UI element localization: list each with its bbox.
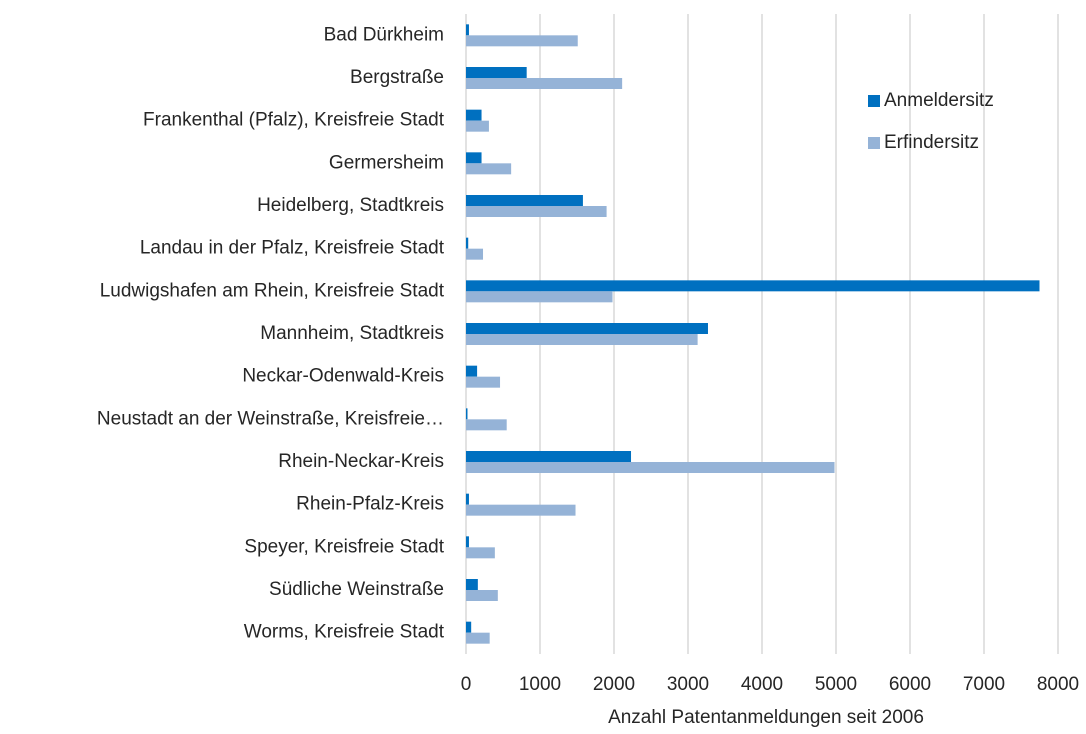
y-tick-label: Germersheim — [329, 152, 444, 173]
y-tick-label: Ludwigshafen am Rhein, Kreisfreie Stadt — [100, 280, 445, 301]
bar — [466, 408, 468, 420]
x-tick-label: 8000 — [1037, 674, 1079, 695]
y-tick-label: Rhein-Neckar-Kreis — [278, 451, 444, 472]
bar — [466, 152, 482, 164]
bar — [466, 35, 578, 47]
x-tick-label: 0 — [461, 674, 472, 695]
y-tick-label: Worms, Kreisfreie Stadt — [244, 622, 445, 643]
y-tick-label: Speyer, Kreisfreie Stadt — [244, 536, 444, 557]
x-tick-label: 6000 — [889, 674, 931, 695]
bar — [466, 493, 469, 505]
bar — [466, 280, 1040, 292]
bar — [466, 334, 698, 345]
y-tick-label: Bad Dürkheim — [324, 24, 444, 45]
bar — [466, 109, 482, 121]
x-axis-title: Anzahl Patentanmeldungen seit 2006 — [608, 707, 924, 728]
bar — [466, 291, 613, 303]
legend-label: Anmeldersitz — [884, 90, 994, 111]
bar — [466, 504, 576, 516]
y-tick-label: Rhein-Pfalz-Kreis — [296, 494, 444, 515]
bar — [466, 323, 708, 334]
bar — [466, 365, 478, 377]
bar — [466, 547, 495, 559]
y-tick-label: Neckar-Odenwald-Kreis — [242, 366, 444, 387]
bar — [466, 206, 607, 217]
y-tick-label: Heidelberg, Stadtkreis — [257, 195, 444, 216]
x-tick-label: 7000 — [963, 674, 1005, 695]
bar — [466, 237, 469, 249]
bar — [466, 536, 469, 548]
x-tick-label: 1000 — [519, 674, 561, 695]
bar — [466, 248, 484, 260]
bar — [466, 621, 472, 633]
bar — [466, 579, 478, 590]
bar — [466, 120, 489, 132]
bar — [466, 590, 498, 601]
bar — [466, 24, 469, 36]
y-tick-label: Neustadt an der Weinstraße, Kreisfreie… — [97, 408, 444, 429]
y-tick-label: Südliche Weinstraße — [269, 579, 444, 600]
x-tick-label: 4000 — [741, 674, 783, 695]
bar — [466, 419, 507, 431]
y-tick-label: Mannheim, Stadtkreis — [260, 323, 444, 344]
y-tick-label: Bergstraße — [350, 67, 444, 88]
bar — [466, 462, 835, 473]
bar — [466, 376, 501, 388]
legend-swatch — [868, 137, 880, 149]
x-tick-label: 5000 — [815, 674, 857, 695]
y-tick-label: Frankenthal (Pfalz), Kreisfreie Stadt — [143, 110, 445, 131]
bar — [466, 632, 490, 644]
bar — [466, 78, 623, 89]
y-tick-label: Landau in der Pfalz, Kreisfreie Stadt — [140, 238, 445, 259]
bar — [466, 163, 512, 175]
bar — [466, 451, 632, 462]
x-tick-label: 3000 — [667, 674, 709, 695]
legend-label: Erfindersitz — [884, 132, 979, 153]
x-tick-label: 2000 — [593, 674, 635, 695]
bar — [466, 67, 527, 78]
bar — [466, 195, 583, 206]
legend-swatch — [868, 95, 880, 107]
